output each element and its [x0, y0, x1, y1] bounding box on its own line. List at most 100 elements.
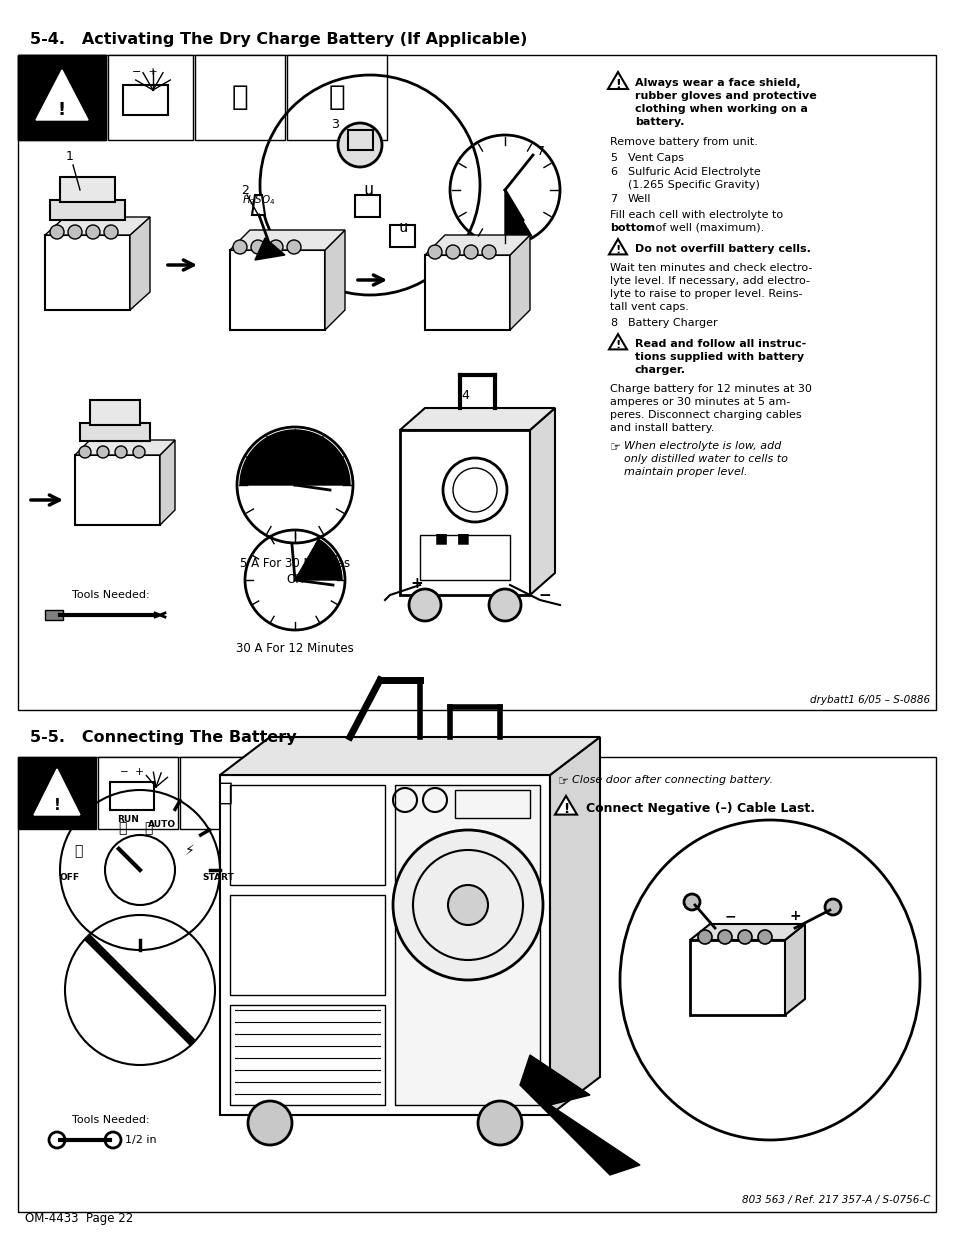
Text: u: u: [363, 182, 373, 199]
Bar: [419, 535, 510, 580]
Bar: [399, 430, 530, 595]
Polygon shape: [530, 408, 555, 595]
Bar: [355, 195, 379, 217]
Bar: [90, 400, 140, 425]
Text: 〰: 〰: [329, 83, 345, 111]
Text: 5: 5: [609, 153, 617, 163]
Bar: [390, 225, 415, 247]
Circle shape: [758, 930, 771, 944]
Circle shape: [68, 225, 82, 240]
Text: !: !: [58, 101, 66, 119]
Text: tions supplied with battery: tions supplied with battery: [635, 352, 803, 362]
Text: 30 A For 12 Minutes: 30 A For 12 Minutes: [236, 642, 354, 655]
Circle shape: [337, 124, 381, 167]
Text: 5 A For 30 Minutes: 5 A For 30 Minutes: [240, 557, 350, 571]
Circle shape: [269, 240, 283, 254]
Text: 6: 6: [609, 167, 617, 177]
Wedge shape: [294, 540, 341, 580]
Circle shape: [248, 1100, 292, 1145]
Text: +: +: [410, 576, 422, 592]
Text: bottom: bottom: [609, 224, 655, 233]
Text: !: !: [56, 80, 68, 105]
Bar: [108, 56, 193, 140]
Bar: [110, 782, 153, 810]
Bar: [75, 454, 160, 525]
Text: Read and follow all instruc-: Read and follow all instruc-: [635, 338, 805, 350]
Text: 5-4.   Activating The Dry Charge Battery (If Applicable): 5-4. Activating The Dry Charge Battery (…: [30, 32, 527, 47]
Text: rubber gloves and protective: rubber gloves and protective: [635, 91, 816, 101]
Text: START: START: [202, 873, 233, 883]
Circle shape: [718, 930, 731, 944]
Bar: [98, 757, 178, 829]
Bar: [18, 56, 106, 140]
Text: Well: Well: [627, 194, 651, 204]
Polygon shape: [607, 72, 627, 89]
Circle shape: [409, 589, 440, 621]
Wedge shape: [504, 190, 531, 242]
Bar: [123, 85, 168, 115]
Text: 🔑: 🔑: [73, 844, 82, 858]
Text: battery.: battery.: [635, 117, 683, 127]
Circle shape: [97, 446, 109, 458]
Polygon shape: [252, 195, 265, 215]
Circle shape: [86, 225, 100, 240]
Text: lyte to raise to proper level. Reins-: lyte to raise to proper level. Reins-: [609, 289, 801, 299]
Bar: [80, 424, 150, 441]
Text: −  +: − +: [132, 67, 157, 77]
Circle shape: [698, 930, 711, 944]
Bar: [230, 785, 385, 885]
Text: amperes or 30 minutes at 5 am-: amperes or 30 minutes at 5 am-: [609, 396, 789, 408]
Circle shape: [104, 225, 118, 240]
Bar: [287, 56, 387, 140]
Bar: [194, 56, 285, 140]
Text: Wait ten minutes and check electro-: Wait ten minutes and check electro-: [609, 263, 812, 273]
Text: drybatt1 6/05 – S-0886: drybatt1 6/05 – S-0886: [809, 695, 929, 705]
Bar: [45, 235, 130, 310]
Bar: [348, 130, 373, 149]
Text: u: u: [398, 221, 407, 236]
Polygon shape: [75, 440, 174, 454]
Circle shape: [115, 446, 127, 458]
Polygon shape: [689, 924, 804, 940]
Text: Tools Needed:: Tools Needed:: [71, 1115, 150, 1125]
Text: RUN: RUN: [117, 815, 139, 824]
Circle shape: [824, 899, 841, 915]
Text: OR: OR: [286, 573, 303, 585]
Bar: [230, 249, 325, 330]
Polygon shape: [519, 1055, 639, 1174]
Circle shape: [233, 240, 247, 254]
Bar: [220, 776, 550, 1115]
Polygon shape: [220, 737, 599, 776]
Bar: [50, 200, 125, 220]
Text: ⚡: ⚡: [185, 844, 194, 858]
Text: OM-4433  Page 22: OM-4433 Page 22: [25, 1212, 133, 1225]
Bar: [424, 254, 510, 330]
Polygon shape: [555, 795, 577, 815]
Circle shape: [738, 930, 751, 944]
Polygon shape: [45, 217, 150, 235]
Text: only distilled water to cells to: only distilled water to cells to: [623, 454, 787, 464]
Text: Close door after connecting battery.: Close door after connecting battery.: [572, 776, 772, 785]
Text: OFF: OFF: [60, 873, 80, 883]
Text: Fill each cell with electrolyte to: Fill each cell with electrolyte to: [609, 210, 782, 220]
Text: ☞: ☞: [609, 441, 620, 454]
Ellipse shape: [619, 820, 919, 1140]
Text: 803 563 / Ref. 217 357-A / S-0756-C: 803 563 / Ref. 217 357-A / S-0756-C: [740, 1195, 929, 1205]
Text: 🐇: 🐇: [144, 821, 152, 835]
Bar: [689, 940, 784, 1015]
Polygon shape: [608, 240, 626, 254]
Text: ✋: ✋: [232, 83, 248, 111]
Text: 4: 4: [460, 389, 469, 403]
Text: 1/2 in: 1/2 in: [125, 1135, 156, 1145]
Text: 〰: 〰: [217, 781, 233, 805]
Text: −  +: − +: [120, 767, 144, 777]
Text: !: !: [562, 802, 569, 816]
Text: (1.265 Specific Gravity): (1.265 Specific Gravity): [627, 180, 760, 190]
Text: 🐢: 🐢: [117, 821, 126, 835]
Circle shape: [489, 589, 520, 621]
Text: tall vent caps.: tall vent caps.: [609, 303, 688, 312]
Circle shape: [251, 240, 265, 254]
Text: Vent Caps: Vent Caps: [627, 153, 683, 163]
Bar: [395, 785, 539, 1105]
Text: 5-5.   Connecting The Battery: 5-5. Connecting The Battery: [30, 730, 296, 745]
